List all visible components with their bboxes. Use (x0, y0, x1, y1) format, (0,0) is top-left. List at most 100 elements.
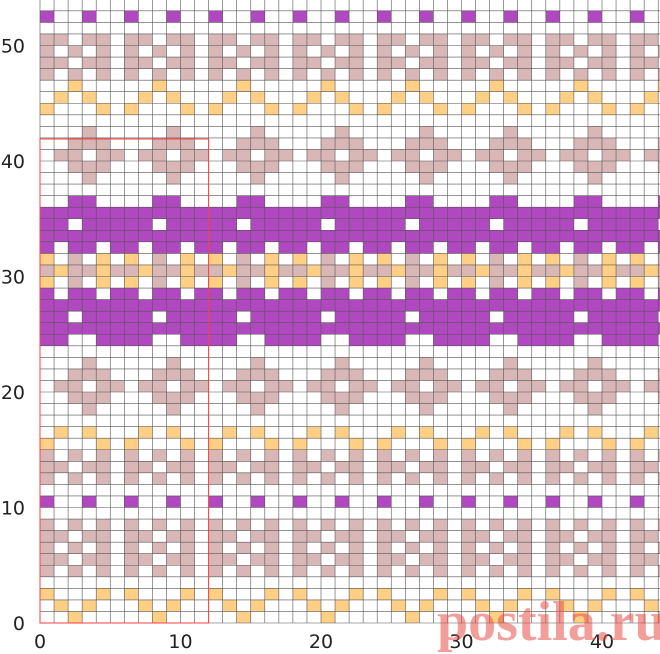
cell (461, 438, 476, 450)
cell (573, 68, 588, 81)
cell (587, 207, 602, 219)
cell (124, 334, 139, 346)
cell (166, 195, 181, 208)
cell (644, 461, 659, 473)
cell (475, 599, 490, 612)
cell (250, 137, 265, 150)
cell (180, 103, 195, 115)
cell (222, 207, 237, 219)
cell (377, 288, 392, 300)
cell (292, 68, 307, 81)
cell (349, 103, 364, 115)
cell (545, 311, 560, 323)
cell (587, 57, 602, 69)
cell (377, 253, 392, 265)
cell (96, 57, 111, 69)
cell (433, 149, 448, 161)
cell (644, 149, 659, 161)
cell (152, 68, 167, 81)
cell (489, 45, 504, 58)
cell (194, 241, 209, 254)
cell (517, 103, 532, 115)
cell (587, 126, 602, 138)
cell (250, 357, 265, 369)
cell (68, 542, 83, 554)
cell (82, 403, 97, 416)
cell (194, 264, 209, 277)
cell (82, 126, 97, 138)
cell (573, 565, 588, 577)
cell (630, 45, 645, 58)
cell (391, 91, 406, 104)
cell (433, 519, 448, 531)
cell (40, 253, 55, 265)
cell (54, 599, 69, 612)
cell (250, 403, 265, 416)
cell (68, 68, 83, 81)
cell (236, 207, 251, 219)
cell (349, 542, 364, 554)
cell (208, 230, 223, 242)
cell (644, 264, 659, 277)
cell (264, 276, 279, 289)
cell (644, 530, 659, 543)
cell (587, 495, 602, 508)
cell (264, 322, 279, 335)
cell (363, 334, 378, 346)
cell (306, 230, 321, 242)
cell (208, 68, 223, 81)
cell (461, 33, 476, 46)
cell (405, 472, 420, 485)
cell (292, 449, 307, 462)
cell (531, 264, 546, 277)
cell (349, 530, 364, 543)
cell (306, 299, 321, 312)
cell (236, 253, 251, 265)
cell (587, 426, 602, 439)
cell (54, 530, 69, 543)
cell (278, 207, 293, 219)
cell (335, 207, 350, 219)
cell (236, 230, 251, 242)
cell (517, 334, 532, 346)
cell (306, 218, 321, 231)
cell (545, 472, 560, 485)
cell (602, 392, 617, 404)
cell (335, 230, 350, 242)
cell (489, 322, 504, 335)
cell (602, 311, 617, 323)
cell (208, 288, 223, 300)
cell (222, 322, 237, 335)
cell (54, 553, 69, 566)
cell (40, 472, 55, 485)
cell (236, 276, 251, 289)
cell (419, 322, 434, 335)
cell (461, 311, 476, 323)
cell (517, 57, 532, 69)
cell (306, 334, 321, 346)
cell (349, 264, 364, 277)
cell (292, 542, 307, 554)
cell (96, 472, 111, 485)
cell (166, 126, 181, 138)
cell (616, 230, 631, 242)
cell (573, 45, 588, 58)
cell (208, 276, 223, 289)
cell (545, 565, 560, 577)
cell (377, 103, 392, 115)
cell (306, 461, 321, 473)
cell (250, 599, 265, 612)
cell (475, 149, 490, 161)
cell (475, 230, 490, 242)
cell (250, 461, 265, 473)
cell (40, 45, 55, 58)
cell (602, 461, 617, 473)
watermark: postila.ru (437, 591, 660, 653)
cell (335, 264, 350, 277)
cell (602, 33, 617, 46)
cell (503, 553, 518, 566)
cell (587, 230, 602, 242)
cell (559, 57, 574, 69)
cell (264, 299, 279, 312)
cell (250, 230, 265, 242)
